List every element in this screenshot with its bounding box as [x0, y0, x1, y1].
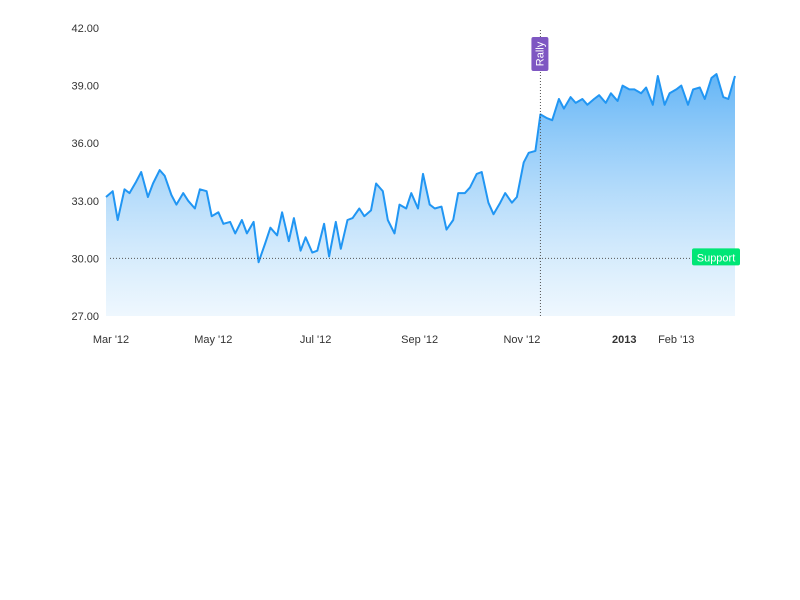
- y-tick-label: 39.00: [71, 81, 99, 93]
- plot-area: [105, 73, 736, 316]
- y-tick-label: 36.00: [71, 138, 99, 150]
- x-tick-label: Sep '12: [401, 334, 438, 346]
- y-tick-label: 42.00: [71, 23, 99, 35]
- guides: Support Rally: [110, 30, 740, 316]
- x-tick-label: 2013: [612, 334, 636, 346]
- x-tick-label: Jul '12: [300, 334, 331, 346]
- series-line: [105, 73, 736, 264]
- rally-label-box: [531, 37, 549, 71]
- rally-label: Rally: [534, 41, 546, 66]
- support-label: Support: [697, 252, 736, 264]
- y-tick-label: 27.00: [71, 311, 99, 323]
- y-tick-label: 30.00: [71, 253, 99, 265]
- x-tick-label: Mar '12: [93, 334, 129, 346]
- x-axis: Mar '12 May '12 Jul '12 Sep '12 Nov '12 2013 F…: [93, 334, 695, 346]
- y-axis: 27.00 30.00 33.00 36.00 39.00 42.00: [71, 23, 99, 323]
- support-label-box: [692, 248, 740, 266]
- x-tick-label: Feb '13: [658, 334, 694, 346]
- x-tick-label: Nov '12: [503, 334, 540, 346]
- x-tick-label: May '12: [194, 334, 232, 346]
- y-tick-label: 33.00: [71, 196, 99, 208]
